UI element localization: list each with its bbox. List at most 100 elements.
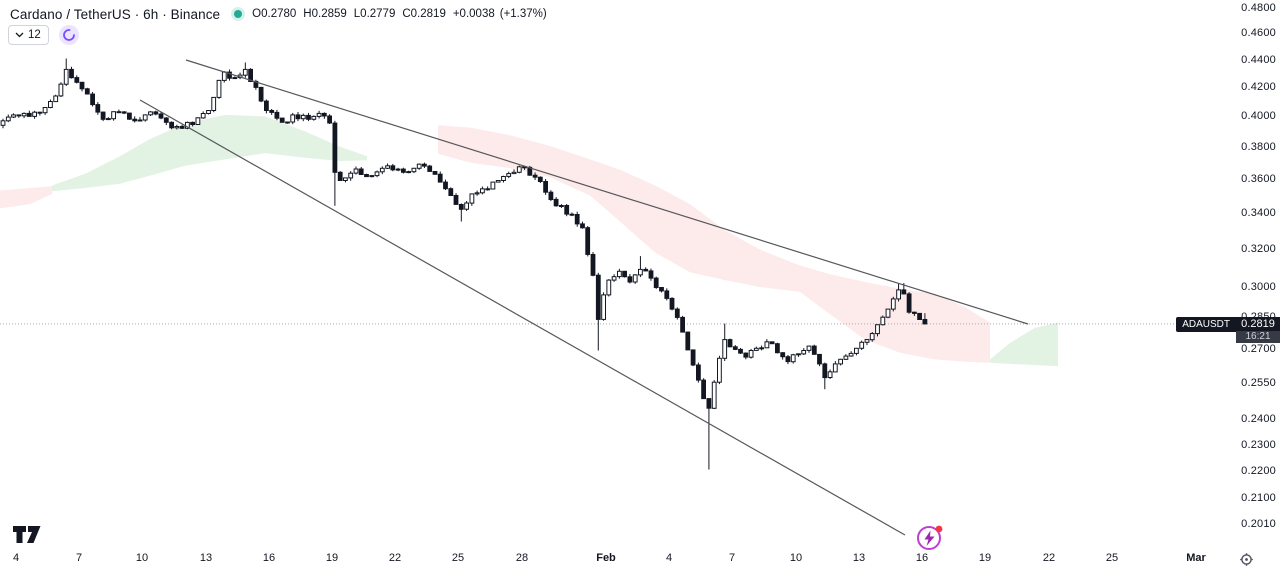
upper-channel-line[interactable] <box>185 59 1029 325</box>
chart-legend: Cardano / TetherUS · 6h · Binance O0.278… <box>10 5 552 23</box>
candle <box>680 316 686 333</box>
candle <box>516 166 522 173</box>
candle <box>200 113 206 119</box>
candle <box>264 100 269 111</box>
candle <box>906 293 912 313</box>
time-tick-label: 7 <box>75 552 83 564</box>
interval-value: 12 <box>28 29 41 41</box>
candle <box>148 111 153 116</box>
time-tick-label: Feb <box>596 552 616 564</box>
candle <box>480 188 485 194</box>
candle <box>116 111 122 114</box>
candle <box>501 176 506 181</box>
candle <box>300 114 306 120</box>
candle <box>290 114 296 123</box>
auto-refresh-button[interactable] <box>58 25 79 45</box>
candle <box>158 113 164 119</box>
candle <box>869 333 875 341</box>
candle <box>100 111 106 120</box>
candle <box>63 68 69 85</box>
candle <box>163 117 169 123</box>
price-tick-label: 0.2200 <box>1241 464 1276 477</box>
bar-countdown: 16:21 <box>1236 330 1280 343</box>
candle <box>848 352 854 357</box>
candle <box>632 274 638 283</box>
candle <box>379 167 385 173</box>
time-tick-label: 4 <box>665 552 673 564</box>
axis-settings-button[interactable] <box>1239 552 1254 571</box>
candle <box>669 297 675 310</box>
candle <box>838 358 844 365</box>
candle <box>727 339 733 348</box>
candle <box>648 270 654 279</box>
market-status-dot-icon <box>234 10 243 18</box>
symbol-title[interactable]: Cardano / TetherUS · 6h · Binance <box>10 6 221 22</box>
lower-channel-line[interactable] <box>139 99 906 536</box>
candle <box>827 371 833 378</box>
candle <box>390 165 396 171</box>
last-price-badge[interactable]: 0.2819 16:21 <box>1236 316 1280 343</box>
candle <box>717 357 722 383</box>
symbol-price-label[interactable]: ADAUSDT <box>1176 316 1236 332</box>
candle <box>195 117 201 126</box>
candle <box>796 353 801 356</box>
time-tick-label: 10 <box>135 552 149 564</box>
candle <box>416 163 422 169</box>
time-tick-label: 7 <box>728 552 736 564</box>
chart-canvas[interactable] <box>0 0 1190 549</box>
time-tick-label: 13 <box>199 552 213 564</box>
price-tick-label: 0.2100 <box>1241 492 1276 505</box>
candle <box>890 298 896 310</box>
candle <box>627 276 633 283</box>
candle <box>912 311 917 314</box>
candle <box>859 341 865 349</box>
signal-notification-button[interactable] <box>913 520 947 559</box>
candle <box>653 277 659 289</box>
candlestick-chart[interactable] <box>0 0 1190 549</box>
candle <box>79 81 85 90</box>
candle <box>353 168 359 174</box>
chart-toolbar: 12 <box>8 25 79 45</box>
price-tick-label: 0.4200 <box>1241 81 1276 94</box>
candle <box>169 121 174 129</box>
time-tick-label: 22 <box>388 552 402 564</box>
candle <box>617 270 622 278</box>
candle <box>48 101 53 108</box>
candle <box>422 163 427 167</box>
candle <box>706 398 712 409</box>
last-price-value: 0.2819 <box>1236 316 1280 331</box>
candle <box>664 290 670 299</box>
candle <box>95 104 101 113</box>
candle <box>601 294 607 320</box>
price-change-percent: (+1.37%) <box>499 8 547 20</box>
candle <box>58 83 64 97</box>
candle <box>775 343 780 354</box>
candle <box>84 88 90 95</box>
time-tick-label: 19 <box>978 552 992 564</box>
candle <box>369 175 375 178</box>
candle <box>32 111 38 117</box>
candle <box>348 172 354 179</box>
time-tick-label: 16 <box>262 552 276 564</box>
candle <box>822 363 828 379</box>
candle <box>801 350 807 355</box>
candle <box>769 341 775 345</box>
price-tick-label: 0.4600 <box>1241 27 1276 40</box>
candle <box>274 111 280 119</box>
candle <box>685 331 691 351</box>
price-axis[interactable]: 0.4800 0.4600 0.4400 0.4200 0.4000 0.3800 0.36… <box>1224 0 1280 549</box>
candle <box>26 112 32 117</box>
tradingview-logo[interactable] <box>13 526 41 550</box>
candle <box>638 268 643 276</box>
time-tick-label: 25 <box>451 552 465 564</box>
candle <box>316 112 322 117</box>
candle <box>90 93 95 106</box>
ohlc-values: O0.2780 H0.2859 L0.2779 C0.2819 +0.0038 (+1.… <box>252 8 552 20</box>
candle <box>611 276 617 281</box>
candle <box>917 312 923 320</box>
price-tick-label: 0.4400 <box>1241 53 1276 66</box>
interval-selector[interactable]: 12 <box>8 25 49 45</box>
candle <box>337 171 343 182</box>
time-axis[interactable]: 4 7 10 13 16 19 22 25 28 Feb 4 7 10 13 16 19 22 25 Mar <box>0 549 1280 571</box>
